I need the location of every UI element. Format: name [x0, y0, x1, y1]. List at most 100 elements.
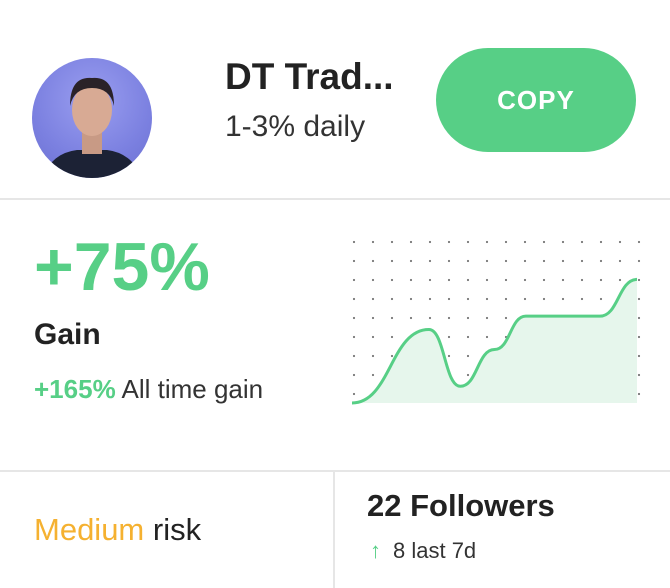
- grid-dot: [390, 316, 394, 320]
- grid-dot: [466, 316, 470, 320]
- grid-dot: [409, 259, 413, 263]
- grid-dot: [352, 297, 356, 301]
- trader-tagline: 1-3% daily: [225, 110, 366, 143]
- grid-dot: [542, 259, 546, 263]
- grid-dot: [466, 240, 470, 244]
- grid-dot: [371, 373, 375, 377]
- grid-dot: [637, 354, 641, 358]
- grid-dot: [409, 240, 413, 244]
- gain-chart: [351, 240, 641, 405]
- grid-dot: [352, 373, 356, 377]
- grid-dot: [561, 278, 565, 282]
- grid-dot: [542, 240, 546, 244]
- arrow-up-icon: ↑: [370, 538, 381, 563]
- grid-dot: [523, 297, 527, 301]
- grid-dot: [466, 373, 470, 377]
- grid-dot: [447, 259, 451, 263]
- grid-dot: [504, 259, 508, 263]
- followers-count: 22 Followers: [367, 488, 555, 523]
- grid-dot: [409, 316, 413, 320]
- grid-dot: [466, 278, 470, 282]
- grid-dot: [428, 259, 432, 263]
- chart-line: [351, 277, 638, 405]
- grid-dot: [371, 354, 375, 358]
- grid-dot: [485, 316, 489, 320]
- risk-indicator: Medium risk: [34, 512, 201, 548]
- grid-dot: [352, 354, 356, 358]
- grid-dot: [390, 335, 394, 339]
- grid-dot: [637, 392, 641, 396]
- grid-dot: [523, 240, 527, 244]
- grid-dot: [618, 240, 622, 244]
- grid-dot: [485, 240, 489, 244]
- grid-dot: [637, 278, 641, 282]
- grid-dot: [485, 335, 489, 339]
- grid-dot: [637, 297, 641, 301]
- grid-dot: [637, 240, 641, 244]
- divider: [0, 470, 670, 472]
- grid-dot: [618, 278, 622, 282]
- grid-dot: [371, 316, 375, 320]
- grid-dot: [371, 259, 375, 263]
- grid-dot: [618, 259, 622, 263]
- avatar: [32, 58, 152, 178]
- grid-dot: [637, 335, 641, 339]
- followers-change-label: 8 last 7d: [393, 538, 477, 563]
- grid-dot: [428, 316, 432, 320]
- gain-label: Gain: [34, 318, 101, 351]
- grid-dot: [466, 297, 470, 301]
- grid-dot: [409, 278, 413, 282]
- grid-dot: [485, 278, 489, 282]
- grid-dot: [447, 316, 451, 320]
- all-time-gain-label: All time gain: [121, 374, 264, 404]
- grid-dot: [599, 240, 603, 244]
- chart-area: [352, 279, 637, 403]
- grid-dot: [352, 392, 356, 396]
- grid-dot: [542, 278, 546, 282]
- grid-dot: [523, 278, 527, 282]
- risk-suffix: risk: [152, 512, 202, 547]
- grid-dot: [447, 278, 451, 282]
- grid-dot: [466, 354, 470, 358]
- grid-dot: [561, 259, 565, 263]
- grid-dot: [637, 316, 641, 320]
- gain-value: +75%: [34, 229, 210, 305]
- person-photo-icon: [42, 77, 142, 178]
- grid-dot: [466, 259, 470, 263]
- grid-dot: [599, 278, 603, 282]
- all-time-gain: +165% All time gain: [34, 374, 263, 405]
- grid-dot: [390, 354, 394, 358]
- grid-dot: [580, 240, 584, 244]
- followers-change: ↑ 8 last 7d: [370, 538, 476, 564]
- grid-dot: [504, 316, 508, 320]
- grid-dot: [504, 240, 508, 244]
- all-time-gain-value: +165%: [34, 374, 116, 404]
- grid-dot: [390, 240, 394, 244]
- grid-dot: [447, 297, 451, 301]
- grid-dot: [371, 335, 375, 339]
- copy-button[interactable]: COPY: [436, 48, 636, 152]
- grid-dot: [447, 240, 451, 244]
- grid-dot: [542, 297, 546, 301]
- grid-dot: [371, 278, 375, 282]
- trader-name[interactable]: DT Trad...: [225, 56, 394, 97]
- grid-dot: [428, 278, 432, 282]
- grid-dot: [561, 297, 565, 301]
- grid-dot: [352, 240, 356, 244]
- grid-dot: [580, 297, 584, 301]
- divider: [0, 198, 670, 200]
- grid-dot: [504, 297, 508, 301]
- grid-dot: [352, 335, 356, 339]
- grid-dot: [637, 259, 641, 263]
- grid-dot: [580, 259, 584, 263]
- grid-dot: [428, 297, 432, 301]
- grid-dot: [637, 373, 641, 377]
- grid-dot: [371, 297, 375, 301]
- divider-vertical: [333, 471, 335, 588]
- risk-level: Medium: [34, 512, 145, 547]
- grid-dot: [352, 316, 356, 320]
- grid-dot: [580, 278, 584, 282]
- grid-dot: [371, 240, 375, 244]
- grid-dot: [428, 240, 432, 244]
- grid-dot: [523, 259, 527, 263]
